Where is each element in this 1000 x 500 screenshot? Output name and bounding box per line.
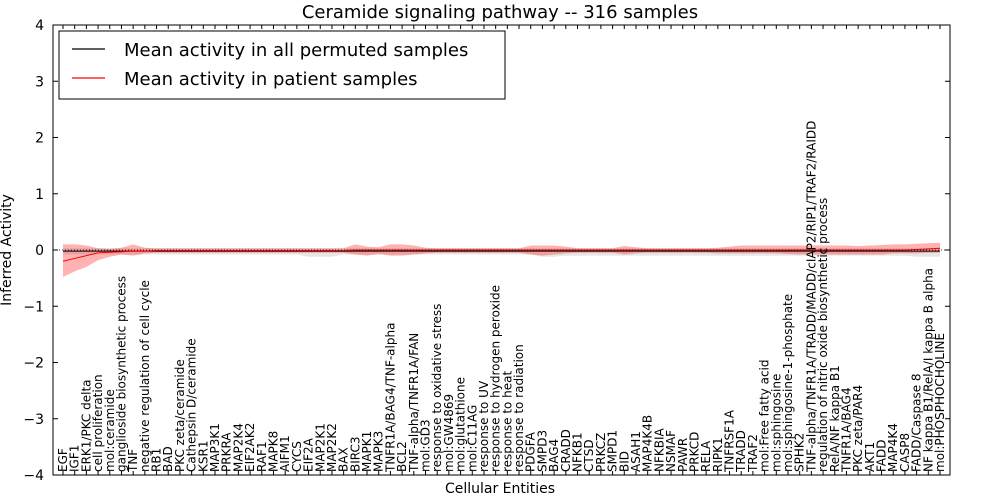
x-tick-label: EIF2AK2 xyxy=(243,423,257,472)
x-tick-label: MAPK8 xyxy=(266,431,280,472)
y-axis-label: Inferred Activity xyxy=(0,194,15,306)
x-tick-label: TNF xyxy=(126,449,140,473)
y-tick-label: −4 xyxy=(23,468,44,484)
x-tick-label: mol:GD3 xyxy=(418,419,432,472)
x-tick-label: SMPD1 xyxy=(606,430,620,472)
x-tick-label: PRKCD xyxy=(687,432,701,472)
x-tick-label: mol:sphingosine xyxy=(769,374,783,472)
x-tick-label: BCL2 xyxy=(395,441,409,472)
x-tick-label: BAD xyxy=(161,446,175,472)
x-tick-label: NF kappa B1/RelA/I kappa B alpha xyxy=(921,268,935,472)
x-tick-label: RELA xyxy=(699,440,713,472)
x-tick-label: AKT1 xyxy=(863,442,877,472)
series-lines xyxy=(53,247,950,262)
legend-label-patient: Mean activity in patient samples xyxy=(124,69,418,90)
legend: Mean activity in all permuted samples Me… xyxy=(58,30,506,100)
x-tick-label: PKC zeta/ceramide xyxy=(173,359,187,472)
x-tick-label: PKC zeta/PAR4 xyxy=(851,385,865,472)
x-tick-label: PAWR xyxy=(676,438,690,472)
x-tick-label: RB1 xyxy=(150,448,164,472)
x-tick-label: TRAF2 xyxy=(746,434,760,473)
x-tick-label: PDGFA xyxy=(524,431,538,472)
x-tick-label: MAP2K4 xyxy=(231,423,245,472)
x-tick-label: TRADD xyxy=(734,430,748,473)
x-tick-label: FADD xyxy=(875,440,889,473)
y-tick-label: −1 xyxy=(23,299,44,315)
x-tick-label: TNFR1A/BAG4 xyxy=(839,387,853,473)
x-tick-label: MAP4K4B xyxy=(641,415,655,472)
x-tick-label: MAP3K1 xyxy=(208,423,222,472)
x-tick-label: cell proliferation xyxy=(91,374,105,472)
x-tick-label: FADD/Caspase 8 xyxy=(910,373,924,472)
x-tick-label: BID xyxy=(617,451,631,472)
x-tick-label: AIFM1 xyxy=(278,435,292,472)
y-tick-label: −3 xyxy=(23,412,44,428)
x-tick-label: mol:ceramide xyxy=(103,389,117,472)
legend-box xyxy=(58,30,506,100)
x-tick-label: RAF1 xyxy=(255,441,269,472)
x-tick-label: CTSD xyxy=(582,439,596,472)
x-tick-label: IGF1 xyxy=(68,445,82,472)
x-tick-label: Cathepsin D/ceramide xyxy=(185,338,199,472)
axis-ticks: −4 −3 −2 −1 0 1 2 3 4 xyxy=(23,18,950,484)
x-axis-label: Cellular Entities xyxy=(445,481,555,497)
x-tick-label: NFKB1 xyxy=(571,432,585,472)
x-tick-label: PRKCZ xyxy=(594,433,608,472)
x-tick-label: EIF2A xyxy=(302,437,316,472)
x-tick-label: MAP2K2 xyxy=(325,423,339,472)
x-tick-label: ERK1/PKC delta xyxy=(79,379,93,472)
x-tick-label: TNF-alpha/TNFR1A/TRADD/MADD/cIAP2/RIP1/T… xyxy=(804,121,818,473)
x-tick-label: SMPD3 xyxy=(535,430,549,472)
x-tick-label: ganglioside biosynthetic process xyxy=(114,276,128,472)
legend-label-permuted: Mean activity in all permuted samples xyxy=(124,40,468,61)
x-tick-label: response to radiation xyxy=(512,344,526,472)
series-line-patient xyxy=(62,247,941,262)
x-tick-label: NFKBIA xyxy=(652,427,666,472)
x-tick-label: TNFR1A/BAG4/TNF-alpha xyxy=(383,323,397,473)
x-tick-label: KSR1 xyxy=(196,441,210,472)
x-tick-label: mol:Free fatty acid xyxy=(758,360,772,473)
x-tick-label: CRADD xyxy=(559,429,573,472)
x-tick-label: TNF-alpha/TNFR1A/FAN xyxy=(407,333,421,473)
chart-title: Ceramide signaling pathway -- 316 sample… xyxy=(302,2,698,23)
x-tick-label: RelA/NF kappa B1 xyxy=(828,365,842,472)
x-tick-label: EGF xyxy=(56,448,70,472)
x-tick-label: MAP4K4 xyxy=(886,423,900,472)
x-tick-label: ASAH1 xyxy=(629,431,643,472)
x-tick-label: MAPK1 xyxy=(360,431,374,472)
x-tick-label: BAX xyxy=(337,447,351,472)
y-tick-label: 3 xyxy=(35,74,44,90)
x-tick-label: BIRC3 xyxy=(348,436,362,472)
x-tick-label: SPHK2 xyxy=(793,433,807,472)
y-tick-label: 4 xyxy=(35,18,44,34)
y-tick-label: 1 xyxy=(35,187,44,203)
x-tick-label: negative regulation of cell cycle xyxy=(138,280,152,472)
y-tick-label: −2 xyxy=(23,356,44,372)
x-tick-label: CASP8 xyxy=(898,433,912,472)
x-tick-label: regulation of nitric oxide biosynthetic … xyxy=(816,198,830,472)
x-tick-label: MAPK3 xyxy=(372,431,386,472)
x-tick-label: response to oxidative stress xyxy=(430,304,444,472)
x-tick-label: mol:PHOSPHOCHOLINE xyxy=(933,333,947,472)
x-tick-label: MAP2K1 xyxy=(313,423,327,472)
x-tick-label: mol:C11AG xyxy=(465,405,479,472)
x-tick-label: mol:glutathione xyxy=(454,377,468,472)
plot-frame xyxy=(52,24,951,476)
x-tick-label: response to hydrogen peroxide xyxy=(489,285,503,472)
x-tick-label: response to UV xyxy=(477,380,491,472)
y-tick-label: 2 xyxy=(35,131,44,147)
y-tick-label: 0 xyxy=(35,243,44,259)
x-tick-label: RIPK1 xyxy=(711,437,725,472)
x-tick-label: NSMAF xyxy=(664,430,678,472)
x-tick-label: CYCS xyxy=(290,441,304,472)
x-tick-label: mol:GW4869 xyxy=(442,394,456,472)
x-tick-label: BAG4 xyxy=(547,439,561,472)
x-tick-label: PRKRA xyxy=(220,432,234,472)
x-tick-label: TNFRSF1A xyxy=(723,409,737,473)
x-tick-label: mol:sphingosine-1-phosphate xyxy=(781,294,795,472)
x-tick-label: response to heat xyxy=(500,370,514,472)
